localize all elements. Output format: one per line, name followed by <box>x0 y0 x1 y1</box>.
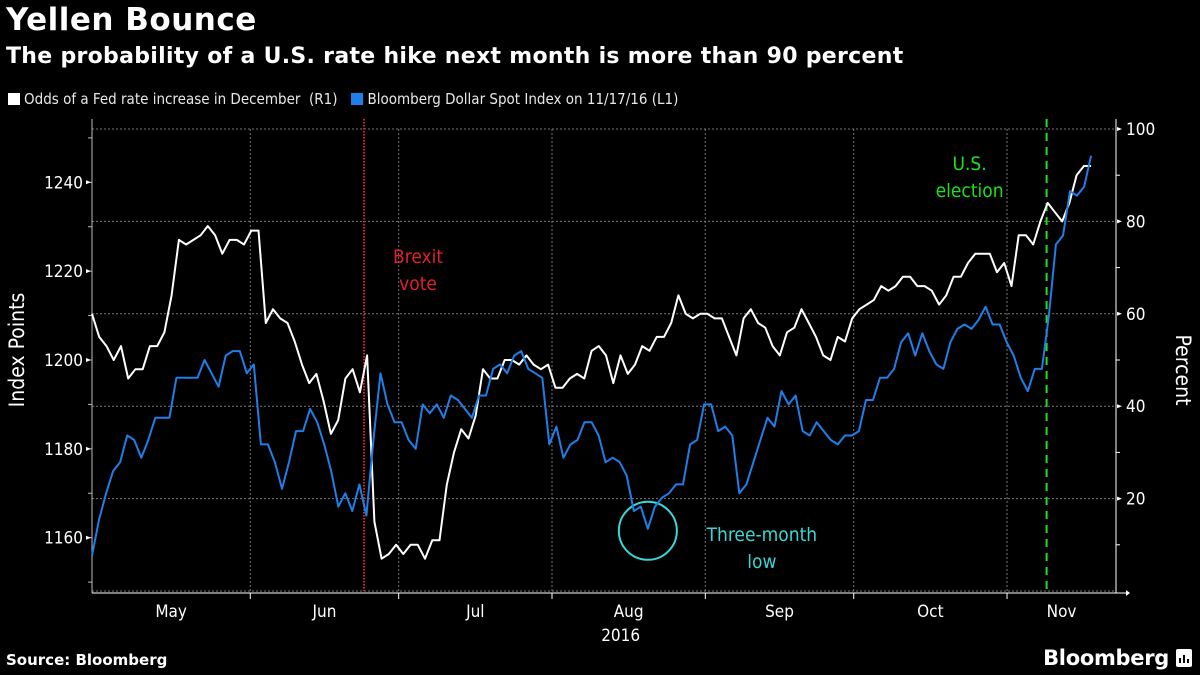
legend-item-fed-odds: Odds of a Fed rate increase in December … <box>8 90 337 108</box>
three-month-low-label: Three-month <box>706 524 818 546</box>
brexit-vote-label: vote <box>399 273 437 295</box>
x-tick-label: Nov <box>1047 602 1077 622</box>
x-tick-label: Oct <box>917 602 943 622</box>
tick-labels: 1160 1180 1200 1220 1240 20 40 60 80 100 Index Poi… <box>5 120 1195 646</box>
source-note: Source: Bloomberg <box>6 651 168 669</box>
x-axis-arrow <box>1126 590 1130 596</box>
fed-odds-line <box>91 165 1092 560</box>
annotations: Brexit vote U.S. election Three-month low <box>363 119 1048 591</box>
brand-logo: Bloomberg <box>1043 646 1192 670</box>
legend-label: Bloomberg Dollar Spot Index on 11/17/16 … <box>367 90 679 108</box>
x-tick-label: Sep <box>765 602 794 622</box>
left-tick-marker <box>86 358 91 362</box>
us-election-label: election <box>936 180 1004 202</box>
dollar-index-line <box>91 155 1093 556</box>
right-tick-marker <box>1117 127 1122 131</box>
legend-item-dollar-index: Bloomberg Dollar Spot Index on 11/17/16 … <box>351 90 678 108</box>
axes <box>86 119 1130 599</box>
left-tick-label: 1240 <box>44 173 83 193</box>
us-election-label: U.S. <box>952 153 986 175</box>
chart-title: Yellen Bounce <box>6 2 257 38</box>
right-tick-label: 20 <box>1126 490 1145 510</box>
x-axis-year-label: 2016 <box>601 626 640 646</box>
left-tick-label: 1200 <box>44 351 83 371</box>
left-tick-label: 1180 <box>44 440 83 460</box>
series <box>91 155 1093 560</box>
x-tick-label: May <box>155 602 187 622</box>
left-tick-marker <box>86 180 91 185</box>
left-axis-title: Index Points <box>5 293 29 408</box>
brand-name: Bloomberg <box>1043 646 1169 670</box>
chart-subtitle: The probability of a U.S. rate hike next… <box>6 44 904 69</box>
left-tick-label: 1220 <box>44 262 83 282</box>
right-tick-marker <box>1117 311 1122 316</box>
legend-swatch-white <box>8 93 20 105</box>
left-tick-marker <box>86 269 91 274</box>
left-tick-marker <box>86 535 91 540</box>
right-tick-label: 60 <box>1126 305 1145 325</box>
legend-swatch-blue <box>351 93 364 105</box>
right-tick-marker <box>1117 219 1122 224</box>
right-tick-label: 80 <box>1126 212 1145 232</box>
bar-chart-icon <box>1176 649 1192 667</box>
x-tick-label: Jun <box>312 602 337 622</box>
right-tick-label: 40 <box>1126 397 1145 417</box>
left-tick-marker <box>86 446 91 451</box>
right-axis-title: Percent <box>1171 335 1195 406</box>
brexit-vote-label: Brexit <box>393 246 443 268</box>
right-tick-label: 100 <box>1126 120 1155 140</box>
right-tick-marker <box>1117 496 1122 501</box>
right-tick-marker <box>1117 404 1122 409</box>
three-month-low-label: low <box>747 551 776 573</box>
gridlines <box>92 128 1116 592</box>
three-month-low-circle <box>617 500 678 561</box>
x-tick-label: Jul <box>465 602 484 622</box>
x-tick-label: Aug <box>614 602 644 622</box>
left-tick-label: 1160 <box>44 529 83 549</box>
legend-label: Odds of a Fed rate increase in December … <box>24 90 338 108</box>
legend: Odds of a Fed rate increase in December … <box>8 90 692 108</box>
